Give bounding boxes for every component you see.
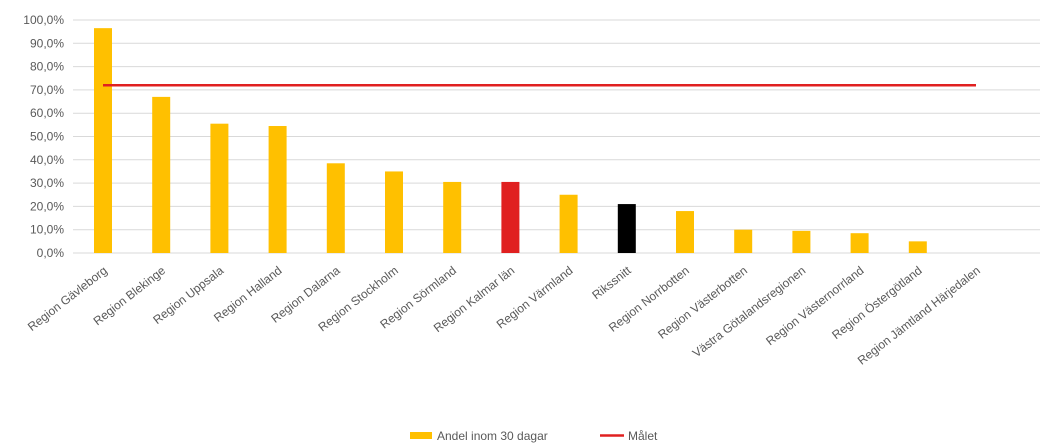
bar [559,194,578,253]
y-tick-label: 90,0% [30,36,64,50]
y-axis: 0,0% 10,0% 20,0% 30,0% 40,0% 50,0% 60,0% 70,0% 8… [23,13,64,260]
gridlines [73,19,1040,254]
bar [792,230,811,253]
bar [501,181,520,253]
bar [94,28,112,254]
x-tick-label: Region Jämtland Härjedalen [855,263,983,367]
y-tick-label: 40,0% [30,153,64,167]
y-tick-label: 0,0% [37,246,65,260]
legend-label-andel: Andel inom 30 dagar [437,429,548,443]
legend-swatch-andel [410,432,432,439]
bar [908,241,927,253]
bar [326,163,345,253]
y-tick-label: 10,0% [30,223,64,237]
bars [94,28,927,254]
bar [385,171,403,253]
y-tick-label: 70,0% [30,83,64,97]
bar [210,123,229,253]
x-tick-label: Rikssnitt [589,263,634,302]
x-tick-label: Västra Götalandsregionen [690,263,808,360]
bar [617,204,636,253]
bar [676,211,694,253]
y-tick-label: 60,0% [30,106,64,120]
y-tick-label: 80,0% [30,60,64,74]
bar [268,126,287,253]
legend: Andel inom 30 dagar Målet [410,429,658,443]
y-tick-label: 20,0% [30,199,64,213]
bar [850,233,869,253]
legend-label-malet: Målet [628,429,658,443]
y-tick-label: 30,0% [30,176,64,190]
y-tick-label: 100,0% [23,13,64,27]
bar [443,181,462,253]
x-tick-label: Region Västernorrland [763,263,866,348]
y-tick-label: 50,0% [30,130,64,144]
bar [734,229,753,253]
bar [152,96,171,253]
